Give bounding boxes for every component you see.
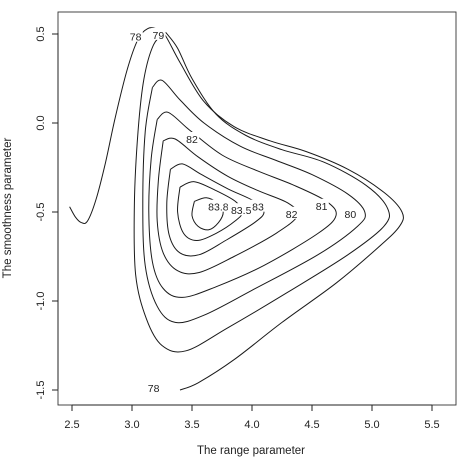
x-tick-label: 4.5 [304, 419, 319, 431]
contour-label-background [314, 198, 329, 211]
contour-label-background [205, 199, 232, 212]
contour-line-82 [156, 137, 299, 275]
y-tick-label: 0.5 [35, 26, 47, 41]
contour-label: 83.8 [208, 202, 229, 214]
contour-label: 83 [252, 202, 264, 214]
contour-label: 82 [286, 209, 298, 221]
y-tick-label: -0.5 [35, 203, 47, 222]
contour-line-81 [148, 111, 337, 298]
x-axis-title: The range parameter [197, 445, 305, 457]
x-tick-label: 5.0 [364, 419, 379, 431]
contour-label-background [250, 199, 266, 212]
contour-lines [69, 27, 404, 391]
contour-label-background [343, 206, 358, 219]
contour-label-background [128, 29, 143, 42]
contour-label: 83.5 [231, 205, 252, 217]
contour-label: 80 [345, 209, 357, 221]
y-axis-title: The smoothness parameter [2, 138, 14, 279]
contour-line-79 [133, 31, 391, 353]
contour-label-background [151, 27, 166, 40]
contour-label: 78 [148, 383, 160, 395]
x-tick-label: 2.5 [64, 419, 79, 431]
x-tick-label: 3.5 [184, 419, 199, 431]
contour-label-background [227, 203, 255, 216]
contour-line-83-5 [177, 181, 243, 242]
contour-label: 81 [316, 201, 328, 213]
contour-label-background [184, 132, 200, 144]
contour-labels: 78 79 82 83.8 83.5 83 82 81 80 78 [128, 27, 358, 395]
contour-label: 82 [186, 134, 198, 146]
contour-label-background [284, 206, 299, 219]
x-axis-ticks: 2.5 3.0 3.5 4.0 4.5 5.0 5.5 [64, 405, 440, 431]
contour-line-78 [69, 27, 404, 391]
x-tick-label: 3.0 [124, 419, 139, 431]
y-tick-label: -1.5 [35, 381, 47, 400]
y-tick-label: -1.0 [35, 292, 47, 311]
contour-label: 78 [130, 32, 142, 44]
y-axis-ticks: -1.5 -1.0 -0.5 0.0 0.5 [35, 26, 58, 399]
contour-label-background [146, 381, 161, 394]
contour-line-80 [142, 79, 366, 324]
x-tick-label: 4.0 [244, 419, 259, 431]
y-tick-label: 0.0 [35, 115, 47, 130]
x-tick-label: 5.5 [424, 419, 439, 431]
contour-line-83 [166, 163, 265, 257]
contour-label: 79 [153, 30, 165, 42]
contour-line-83-8 [191, 197, 224, 231]
